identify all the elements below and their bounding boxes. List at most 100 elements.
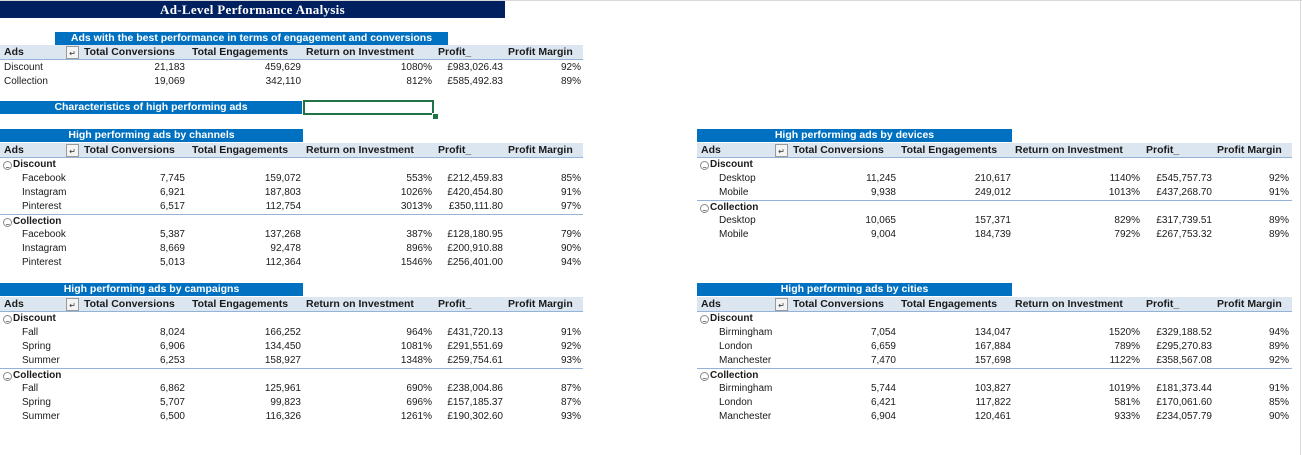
table-row[interactable]: Facebook 5,387 137,268 387% £128,180.95 79% [0, 228, 583, 242]
cell-conversions: 5,387 [159, 229, 185, 240]
group-row-collection[interactable]: − Collection [0, 368, 583, 383]
cell-conversions: 11,245 [866, 173, 896, 184]
table-row[interactable]: Instagram 8,669 92,478 896% £200,910.88 90% [0, 242, 583, 256]
collapse-minus-icon[interactable]: − [3, 218, 12, 229]
sheet-right-border [1300, 0, 1301, 455]
table-row[interactable]: Fall 6,862 125,961 690% £238,004.86 87% [0, 382, 583, 396]
table-row[interactable]: London 6,659 167,884 789% £295,270.83 89% [697, 340, 1292, 354]
row-label: Desktop [719, 173, 756, 184]
cell-roi: 1520% [1108, 327, 1140, 338]
group-row-collection[interactable]: − Collection [697, 200, 1292, 215]
fill-handle[interactable] [432, 113, 439, 120]
col-header-profit: Profit_ [438, 144, 472, 156]
cities-pivot[interactable]: Ads ↵ Total Conversions Total Engagement… [697, 297, 1292, 425]
cell-conversions: 6,921 [159, 187, 185, 198]
group-row-collection[interactable]: − Collection [0, 214, 583, 229]
col-header-roi: Return on Investment [306, 46, 414, 58]
table-row[interactable]: Pinterest 6,517 112,754 3013% £350,111.80 97% [0, 200, 583, 214]
col-header-conversions: Total Conversions [793, 298, 884, 310]
collapse-minus-icon[interactable]: − [3, 161, 12, 172]
cell-conversions: 5,707 [159, 397, 185, 408]
cell-profit: £256,401.00 [447, 257, 503, 268]
table-row[interactable]: Fall 8,024 166,252 964% £431,720.13 91% [0, 326, 583, 340]
group-row-discount[interactable]: − Discount [697, 158, 1292, 172]
table-row[interactable]: Manchester 7,470 157,698 1122% £358,567.08 92… [697, 354, 1292, 368]
table-row[interactable]: Facebook 7,745 159,072 553% £212,459.83 85% [0, 172, 583, 186]
col-header-roi: Return on Investment [1015, 298, 1123, 310]
cell-margin: 89% [1268, 215, 1289, 226]
cell-roi: 792% [1114, 229, 1140, 240]
cell-roi: 789% [1114, 341, 1140, 352]
table-row[interactable]: Birmingham 7,054 134,047 1520% £329,188.52 94… [697, 326, 1292, 340]
collapse-minus-icon[interactable]: − [700, 372, 709, 383]
group-row-discount[interactable]: − Discount [0, 158, 583, 172]
row-label: Spring [22, 397, 51, 408]
table-row[interactable]: London 6,421 117,822 581% £170,061.60 85% [697, 396, 1292, 410]
cell-roi: 581% [1114, 397, 1140, 408]
col-header-engagements: Total Engagements [901, 144, 998, 156]
cell-engagements: 134,047 [974, 327, 1011, 338]
collapse-minus-icon[interactable]: − [3, 315, 12, 326]
table-row[interactable]: Spring 6,906 134,450 1081% £291,551.69 92% [0, 340, 583, 354]
col-header-profit: Profit_ [1146, 298, 1180, 310]
table-row[interactable]: Summer 6,253 158,927 1348% £259,754.61 93% [0, 354, 583, 368]
cell-profit: £295,270.83 [1156, 341, 1212, 352]
cell-conversions: 6,906 [159, 341, 185, 352]
group-row-discount[interactable]: − Discount [697, 312, 1292, 326]
cell-profit: £259,754.61 [447, 355, 503, 366]
group-row-discount[interactable]: − Discount [0, 312, 583, 326]
cell-roi: 896% [406, 243, 432, 254]
selected-cell[interactable] [303, 100, 434, 115]
cell-roi: 1081% [400, 341, 432, 352]
pivot-header-row: Ads ↵ Total Conversions Total Engagement… [0, 143, 583, 158]
table-row[interactable]: Spring 5,707 99,823 696% £157,185.37 87% [0, 396, 583, 410]
col-header-conversions: Total Conversions [84, 144, 175, 156]
cell-engagements: 125,961 [264, 383, 301, 394]
cell-margin: 91% [560, 327, 581, 338]
cell-profit: £983,026.43 [447, 62, 503, 73]
table-row[interactable]: Discount 21,183 459,629 1080% £983,026.43 92% [0, 61, 583, 75]
cell-margin: 93% [560, 355, 581, 366]
table-row[interactable]: Desktop 10,065 157,371 829% £317,739.51 89% [697, 214, 1292, 228]
cell-profit: £329,188.52 [1156, 327, 1212, 338]
table-row[interactable]: Mobile 9,938 249,012 1013% £437,268.70 91% [697, 186, 1292, 200]
col-header-ads: Ads [4, 46, 24, 58]
cell-profit: £420,454.80 [447, 187, 503, 198]
table-row[interactable]: Collection 19,069 342,110 812% £585,492.83 89… [0, 75, 583, 89]
table-row[interactable]: Instagram 6,921 187,803 1026% £420,454.80 91% [0, 186, 583, 200]
campaigns-pivot[interactable]: Ads ↵ Total Conversions Total Engagement… [0, 297, 583, 425]
collapse-minus-icon[interactable]: − [700, 204, 709, 215]
sort-filter-icon[interactable]: ↵ [66, 298, 79, 311]
cell-engagements: 159,072 [264, 173, 301, 184]
collapse-minus-icon[interactable]: − [700, 315, 709, 326]
cell-roi: 1546% [400, 257, 432, 268]
sort-filter-icon[interactable]: ↵ [66, 46, 79, 59]
pivot-header-row: Ads ↵ Total Conversions Total Engagement… [0, 45, 583, 60]
sort-filter-icon[interactable]: ↵ [66, 144, 79, 157]
collapse-minus-icon[interactable]: − [3, 372, 12, 383]
group-label: Discount [710, 159, 753, 170]
group-row-collection[interactable]: − Collection [697, 368, 1292, 383]
table-row[interactable]: Summer 6,500 116,326 1261% £190,302.60 93% [0, 410, 583, 424]
cell-engagements: 166,252 [264, 327, 301, 338]
table-row[interactable]: Pinterest 5,013 112,364 1546% £256,401.00 94% [0, 256, 583, 270]
row-label: Collection [4, 76, 48, 87]
campaigns-banner: High performing ads by campaigns [0, 283, 303, 296]
cell-conversions: 5,744 [870, 383, 896, 394]
channels-pivot[interactable]: Ads ↵ Total Conversions Total Engagement… [0, 143, 583, 271]
collapse-minus-icon[interactable]: − [700, 161, 709, 172]
table-row[interactable]: Mobile 9,004 184,739 792% £267,753.32 89% [697, 228, 1292, 242]
table-row[interactable]: Desktop 11,245 210,617 1140% £545,757.73 92% [697, 172, 1292, 186]
cell-engagements: 157,371 [974, 215, 1011, 226]
table-row[interactable]: Birmingham 5,744 103,827 1019% £181,373.44 91… [697, 382, 1292, 396]
table-row[interactable]: Manchester 6,904 120,461 933% £234,057.79 90% [697, 410, 1292, 424]
cell-margin: 92% [560, 341, 581, 352]
cell-conversions: 8,024 [159, 327, 185, 338]
sort-filter-icon[interactable]: ↵ [775, 144, 788, 157]
sort-filter-icon[interactable]: ↵ [775, 298, 788, 311]
col-header-margin: Profit Margin [508, 46, 573, 58]
devices-pivot[interactable]: Ads ↵ Total Conversions Total Engagement… [697, 143, 1292, 243]
cell-margin: 89% [1268, 341, 1289, 352]
col-header-ads: Ads [4, 144, 24, 156]
best-performance-pivot[interactable]: Ads ↵ Total Conversions Total Engagement… [0, 45, 583, 89]
